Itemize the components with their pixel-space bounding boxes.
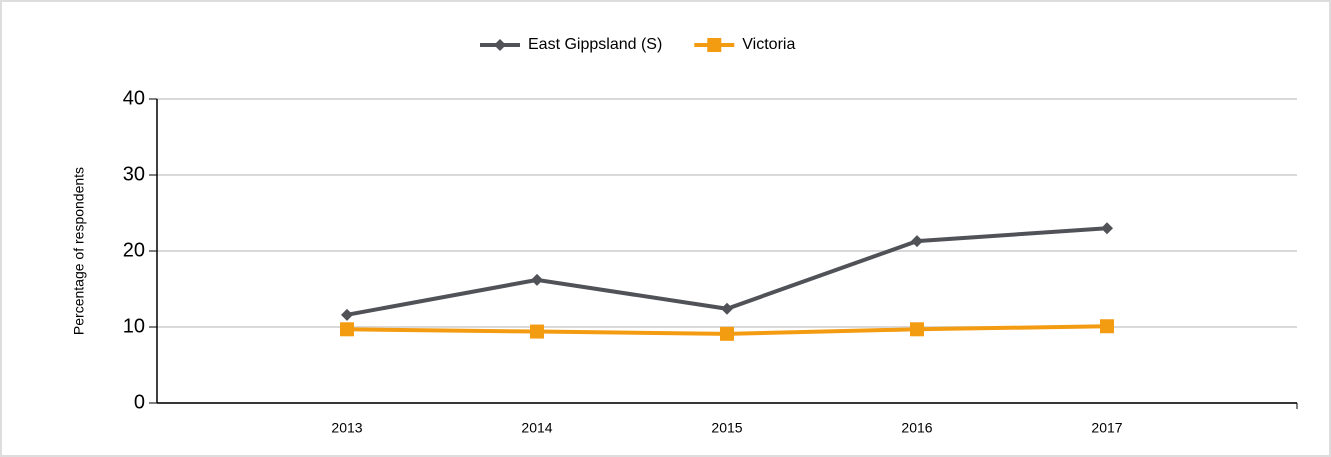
y-tick-label: 20	[123, 239, 145, 261]
x-tick-label: 2015	[711, 420, 742, 436]
legend-marker	[494, 39, 506, 51]
y-tick-label: 10	[123, 315, 145, 337]
y-tick-label: 0	[134, 391, 145, 413]
point	[340, 322, 354, 337]
legend-marker	[707, 38, 722, 52]
x-tick-label: 2016	[901, 420, 932, 436]
y-tick-label: 40	[123, 87, 145, 109]
point	[911, 235, 923, 248]
x-tick-label: 2017	[1091, 420, 1122, 436]
legend-label: East Gippsland (S)	[528, 36, 662, 53]
point	[1100, 319, 1114, 334]
point	[341, 308, 353, 321]
point	[530, 324, 544, 339]
point	[720, 326, 734, 341]
x-tick-label: 2014	[521, 420, 552, 436]
x-tick-label: 2013	[331, 420, 362, 436]
point	[910, 322, 924, 337]
point	[531, 273, 543, 286]
legend-label: Victoria	[742, 36, 795, 53]
y-axis-label: Percentage of respondents	[71, 167, 87, 335]
point	[721, 302, 733, 315]
point	[1101, 222, 1113, 235]
y-tick-label: 30	[123, 163, 145, 185]
